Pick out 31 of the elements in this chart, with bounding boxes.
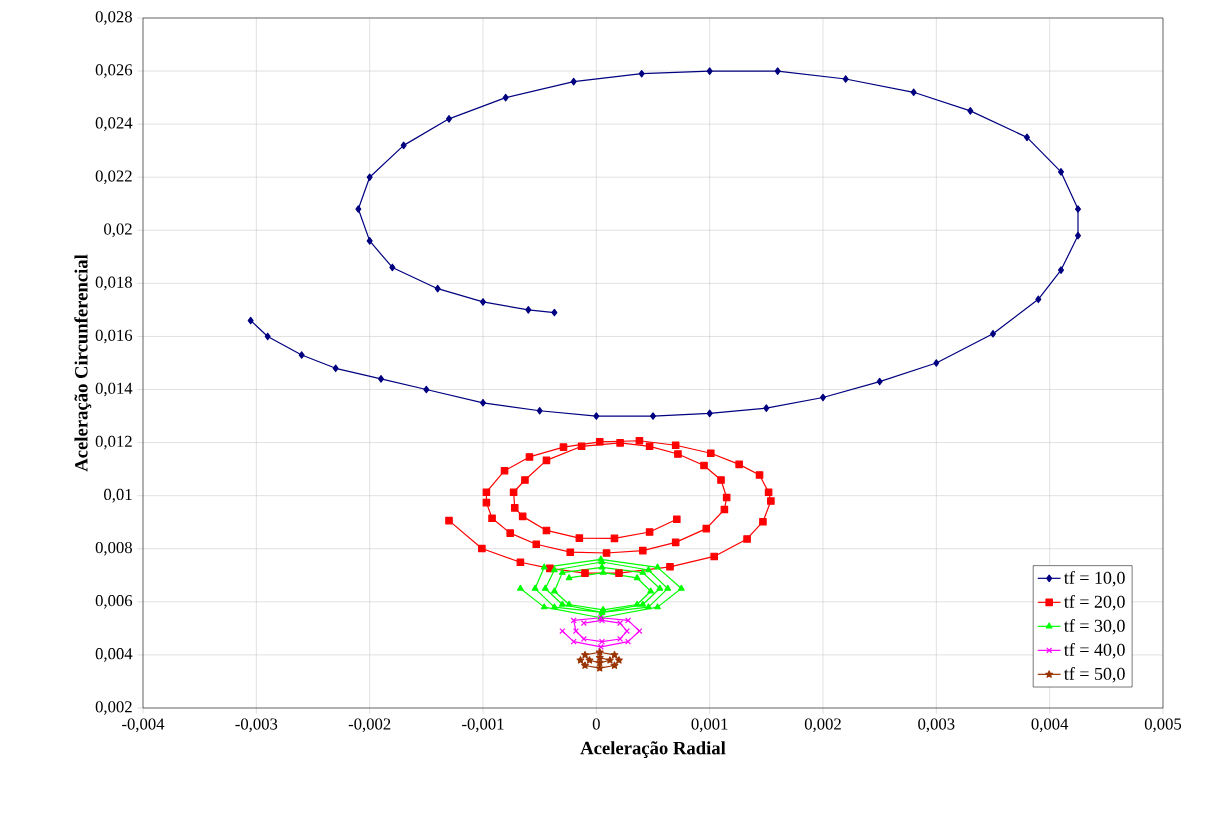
y-axis-title: Aceleração Circunferencial (74, 254, 92, 472)
x-tick-label: -0,003 (235, 718, 278, 733)
y-tick-label: 0,02 (104, 223, 132, 238)
x-tick-label: 0,004 (1031, 718, 1069, 733)
y-tick-label: 0,024 (95, 117, 133, 131)
legend-label: tf = 20,0 (1063, 594, 1125, 611)
x-tick-label: 0,001 (691, 718, 728, 733)
legend-label: tf = 10,0 (1063, 570, 1125, 587)
x-tick-label: -0,004 (122, 718, 165, 733)
x-axis-title: Aceleração Radial (580, 741, 726, 759)
y-tick-label: 0,008 (95, 541, 132, 556)
x-tick-label: 0,002 (804, 718, 841, 733)
y-tick-label: 0,022 (95, 170, 132, 185)
y-tick-label: 0,018 (95, 276, 132, 291)
y-tick-label: 0,01 (104, 488, 132, 503)
y-tick-label: 0,004 (95, 648, 133, 662)
x-tick-label: -0,002 (348, 718, 391, 733)
x-tick-label: -0,001 (462, 718, 504, 733)
y-tick-label: 0,002 (95, 701, 132, 715)
y-tick-label: 0,016 (95, 329, 133, 344)
legend-label: tf = 50,0 (1063, 667, 1125, 683)
legend-label: tf = 30,0 (1063, 619, 1125, 635)
y-tick-label: 0,026 (95, 64, 133, 78)
y-tick-label: 0,012 (95, 435, 132, 450)
x-tick-label: 0,003 (918, 718, 955, 733)
x-tick-label: 0 (592, 718, 600, 730)
y-tick-label: 0,014 (95, 382, 133, 397)
x-tick-label: 0,005 (1144, 718, 1182, 733)
y-tick-label: 0,006 (95, 595, 133, 609)
y-tick-label: 0,028 (95, 11, 132, 25)
legend-label: tf = 40,0 (1063, 643, 1125, 659)
